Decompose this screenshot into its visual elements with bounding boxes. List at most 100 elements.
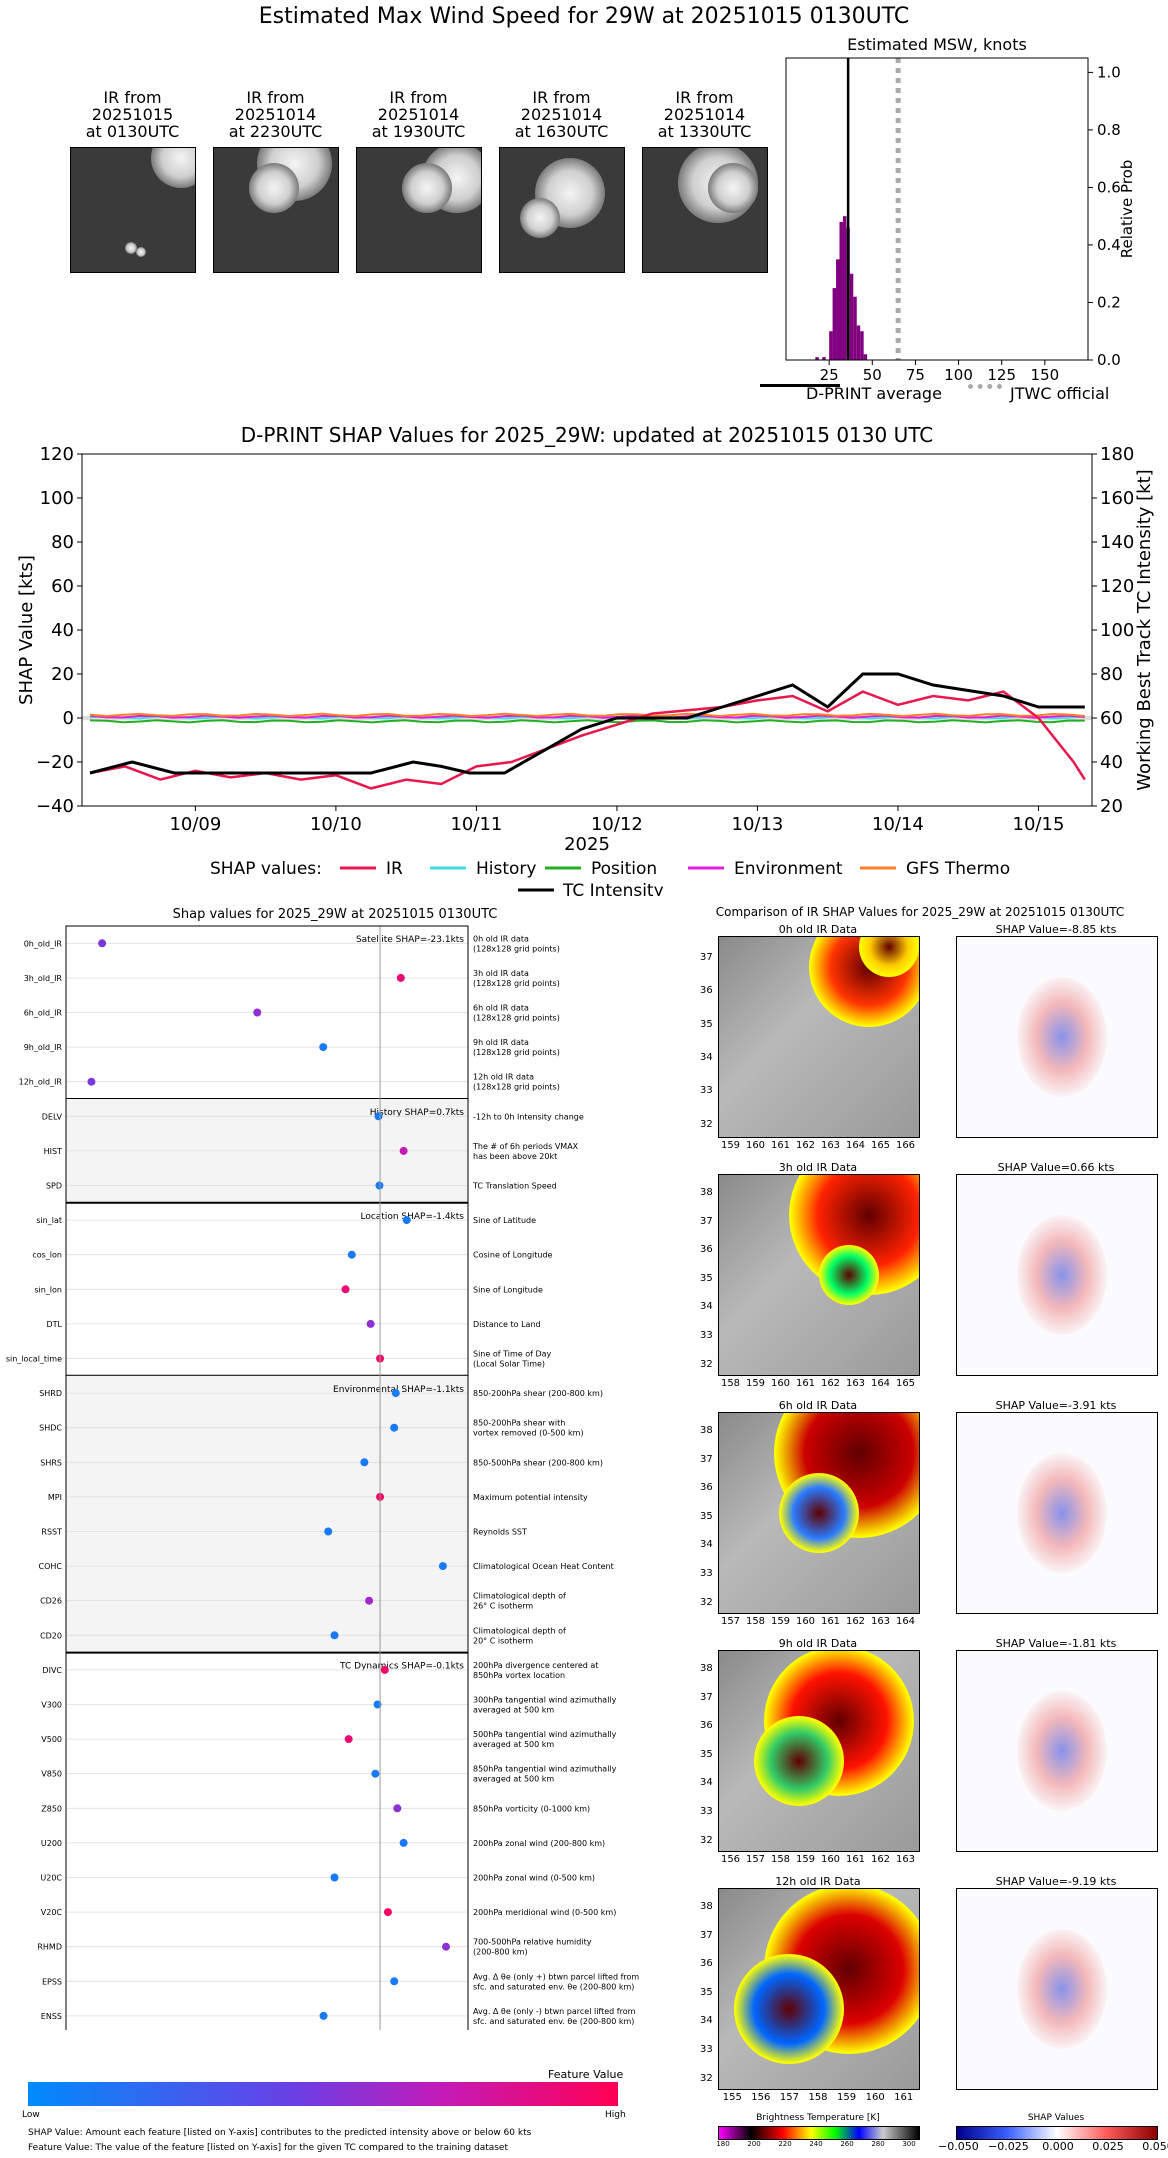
footnote-shap: SHAP Value: Amount each feature [listed … xyxy=(28,2128,532,2138)
ir-lat-tick: 32 xyxy=(700,1118,713,1130)
shap-point xyxy=(360,1458,369,1467)
feature-name: U20C xyxy=(40,1874,62,1883)
shap-pattern xyxy=(1017,1453,1107,1573)
series-line-gfs-thermo xyxy=(89,712,1085,718)
feature-description: Reynolds SST xyxy=(473,1528,527,1537)
histogram-bar xyxy=(856,325,861,360)
feature-name: sin_local_time xyxy=(6,1355,62,1364)
y-tick-label: 80 xyxy=(51,532,74,553)
y-tick-label: 0.4 xyxy=(1097,236,1121,254)
shap-tick: 0.000 xyxy=(1042,2140,1074,2153)
y2-axis-label: Working Best Track TC Intensity [kt] xyxy=(1134,469,1155,790)
shap-map-image xyxy=(956,1888,1158,2090)
y-tick-label: 100 xyxy=(40,488,74,509)
shap-panel-title: SHAP Value=-3.91 kts xyxy=(995,1399,1117,1412)
ir-lon-tick: 156 xyxy=(720,1854,741,1865)
feature-description: Climatological depth of xyxy=(473,1592,566,1601)
ir-lon-tick: 160 xyxy=(865,2092,885,2103)
histogram-bar xyxy=(832,288,837,360)
cloud-shape xyxy=(520,198,560,238)
thumb-caption-line3: at 1630UTC xyxy=(514,122,609,141)
feature-name: ENSS xyxy=(41,2012,62,2021)
y-axis-label: SHAP Value [kts] xyxy=(16,555,37,705)
y2-tick-label: 40 xyxy=(1100,752,1123,773)
histogram-frame xyxy=(785,57,1089,361)
ir-panel-title: 6h old IR Data xyxy=(778,1399,858,1412)
feature-bar-title: Feature Value xyxy=(548,2068,624,2081)
feature-description: 850hPa vortex location xyxy=(473,1671,565,1680)
legend-label: History xyxy=(476,859,536,879)
shap-panel-title: SHAP Value=0.66 kts xyxy=(997,1161,1115,1174)
feature-description: (128x128 grid points) xyxy=(473,979,560,988)
cloud-shape xyxy=(151,148,195,188)
ir-lon-tick: 161 xyxy=(845,1854,866,1865)
feature-description: vortex removed (0-500 km) xyxy=(473,1429,584,1438)
feature-description: (200-800 km) xyxy=(473,1948,528,1957)
ir-lat-tick: 33 xyxy=(700,1330,713,1341)
ir-lat-tick: 35 xyxy=(700,1018,713,1030)
ir-lon-tick: 161 xyxy=(820,1616,841,1627)
shap-point xyxy=(383,1908,392,1917)
feature-description: 850-500hPa shear (200-800 km) xyxy=(473,1458,603,1467)
ir-lon-tick: 159 xyxy=(837,2092,857,2103)
ir-lat-tick: 38 xyxy=(700,1901,713,1913)
feature-name: RHMD xyxy=(37,1943,62,1952)
bt-tick: 280 xyxy=(871,2140,885,2148)
x-tick-label: 50 xyxy=(863,366,882,384)
ir-data-image xyxy=(718,1174,920,1376)
feature-description: The # of 6h periods VMAX xyxy=(472,1142,579,1151)
x-tick-label: 125 xyxy=(987,366,1016,384)
histogram-bar xyxy=(853,296,857,360)
shap-point xyxy=(402,1216,411,1225)
ir-lat-tick: 34 xyxy=(700,1539,713,1551)
feature-description: 850hPa tangential wind azimuthally xyxy=(473,1765,617,1774)
feature-description: (Local Solar Time) xyxy=(473,1360,545,1369)
ir-lon-tick: 159 xyxy=(745,1378,766,1389)
ir-lat-tick: 32 xyxy=(700,1834,713,1846)
msw-histogram: Estimated MSW, knots 25 50 75 100 125 150 0.0 0.… xyxy=(785,35,1136,384)
shap-map-image xyxy=(956,936,1158,1138)
ir-lat-tick: 36 xyxy=(700,1244,713,1256)
ir-lat-tick: 33 xyxy=(700,1806,713,1817)
group-label: History SHAP=0.7kts xyxy=(370,1108,465,1118)
feature-description: 6h old IR data xyxy=(473,1004,529,1013)
shap-pattern xyxy=(1017,1691,1107,1811)
x-tick-label: 10/14 xyxy=(872,814,924,835)
thumb-caption-line1: IR from xyxy=(103,88,162,107)
x-tick-label: 25 xyxy=(820,366,839,384)
group-label: TC Dynamics SHAP=-0.1kts xyxy=(339,1662,464,1672)
ir-lon-tick: 159 xyxy=(795,1854,816,1865)
bt-colorbar xyxy=(718,2126,920,2140)
histogram-bar xyxy=(849,273,854,360)
ir-lat-tick: 33 xyxy=(700,1085,713,1097)
y-tick-label: 0.6 xyxy=(1097,178,1121,196)
shap-point xyxy=(390,1977,399,1986)
dprint-legend-line xyxy=(760,384,840,387)
ir-thumbnail-image xyxy=(642,147,768,273)
thumb-caption-line2: 20251014 xyxy=(520,105,603,124)
ir-lon-tick: 165 xyxy=(895,1378,916,1389)
legend-label: GFS Thermo xyxy=(906,859,1010,879)
shap-panel-title: SHAP Value=-1.81 kts xyxy=(995,1637,1117,1650)
ir-lat-tick: 36 xyxy=(700,1958,713,1970)
feature-name: V500 xyxy=(41,1735,62,1744)
dprint-legend-label: D-PRINT average xyxy=(806,384,942,403)
ir-lat-tick: 37 xyxy=(700,952,713,963)
feature-name: SPD xyxy=(46,1182,62,1191)
feature-name: RSST xyxy=(41,1528,62,1537)
feature-description: 9h old IR data xyxy=(473,1038,529,1047)
zero-band xyxy=(82,715,1092,721)
feature-description: Climatological Ocean Heat Content xyxy=(473,1562,614,1571)
ir-lon-tick: 155 xyxy=(722,2092,742,2103)
y-tick-label: 0.8 xyxy=(1097,121,1121,139)
feature-name: sin_lon xyxy=(34,1285,62,1294)
feature-name: sin_lat xyxy=(36,1216,62,1225)
feature-description: (128x128 grid points) xyxy=(473,1048,560,1057)
x-axis-label: 2025 xyxy=(564,834,610,855)
histogram-bar xyxy=(822,357,826,360)
feature-name: 0h_old_IR xyxy=(24,939,63,948)
bt-tick: 300 xyxy=(902,2140,916,2148)
feature-name: MPI xyxy=(48,1493,62,1502)
ir-lat-tick: 36 xyxy=(700,1720,713,1732)
feature-description: Distance to Land xyxy=(473,1320,541,1329)
